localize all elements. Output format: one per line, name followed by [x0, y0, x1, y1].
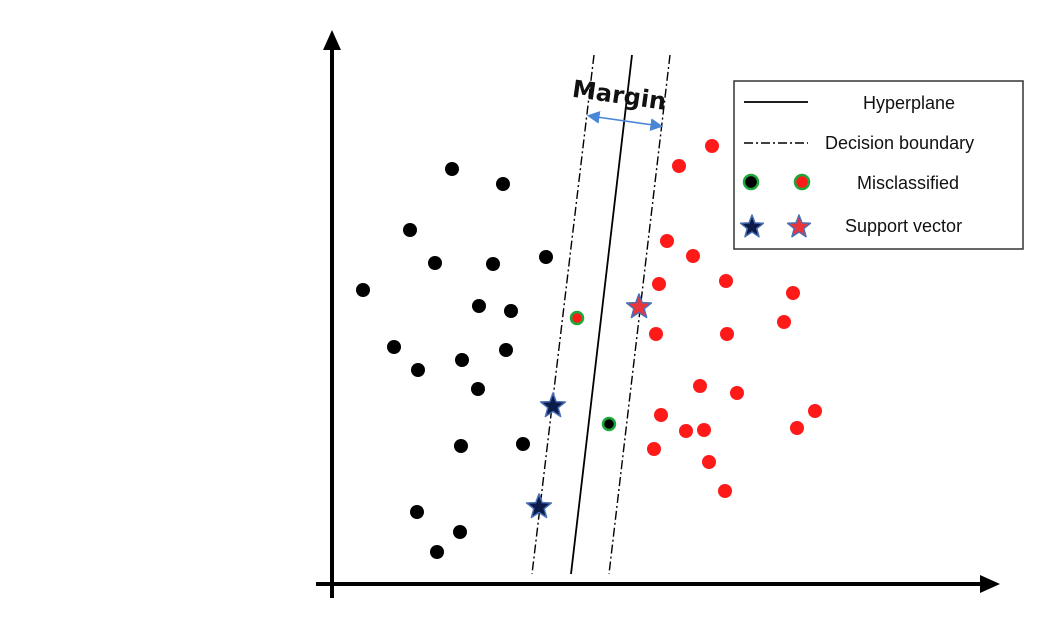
hyperplane-line [570, 54, 633, 575]
class-b-point [705, 139, 719, 153]
class-b-point [790, 421, 804, 435]
y-axis-arrow [323, 30, 341, 50]
axes [316, 30, 1000, 598]
separators [531, 54, 671, 575]
legend-decision-boundary-label: Decision boundary [825, 133, 974, 153]
class-a-point [403, 223, 417, 237]
class-a-point [496, 177, 510, 191]
class-b-point [719, 274, 733, 288]
class-a-point [430, 545, 444, 559]
class-a-point [411, 363, 425, 377]
class-a-point [445, 162, 459, 176]
class-b-point [702, 455, 716, 469]
support-vector-star [625, 293, 653, 319]
class-b-point [660, 234, 674, 248]
misclassified-point [569, 310, 585, 326]
class-b-point [786, 286, 800, 300]
class-a-point [454, 439, 468, 453]
class-b-point [720, 327, 734, 341]
legend-hyperplane-label: Hyperplane [863, 93, 955, 113]
class-b-point [777, 315, 791, 329]
class-b-point [808, 404, 822, 418]
class-a-point [486, 257, 500, 271]
margin-annotation: Margin [571, 75, 668, 131]
legend-box [733, 80, 1024, 250]
class-a-point [453, 525, 467, 539]
x-axis-arrow [980, 575, 1000, 593]
class-b-point [679, 424, 693, 438]
class-b-point [697, 423, 711, 437]
class-a-point [356, 283, 370, 297]
class-a-point [428, 256, 442, 270]
class-b-point [652, 277, 666, 291]
class-a-point [387, 340, 401, 354]
class-a-point [410, 505, 424, 519]
decision-boundary-right [608, 54, 671, 575]
legend-misclassified-black-marker [742, 173, 760, 191]
legend-support-vector-label: Support vector [845, 216, 962, 236]
legend-misclassified-red-marker [793, 173, 811, 191]
class-a-point [471, 382, 485, 396]
class-a-point [504, 304, 518, 318]
class-b-point [686, 249, 700, 263]
misclassified-point [601, 416, 617, 432]
class-a-point [455, 353, 469, 367]
legend: Hyperplane Decision boundary Misclassifi… [733, 80, 1024, 250]
class-b-point [693, 379, 707, 393]
class-b-point [672, 159, 686, 173]
class-b-point [718, 484, 732, 498]
legend-support-vector-markers [739, 214, 812, 238]
decision-boundary-left [531, 54, 595, 575]
class-b-point [654, 408, 668, 422]
class-b-point [647, 442, 661, 456]
legend-misclassified-label: Misclassified [857, 173, 959, 193]
support-vector-star [525, 493, 553, 519]
margin-arrow [586, 111, 664, 131]
class-a-point [499, 343, 513, 357]
class-b-point [649, 327, 663, 341]
legend-support-vector-red-star [786, 214, 812, 238]
support-vector-star [539, 392, 567, 418]
class-a-point [539, 250, 553, 264]
class-b-point [730, 386, 744, 400]
margin-label: Margin [571, 75, 668, 116]
data-points [356, 139, 822, 559]
class-a-point [472, 299, 486, 313]
class-a-point [516, 437, 530, 451]
legend-support-vector-black-star [739, 214, 765, 238]
